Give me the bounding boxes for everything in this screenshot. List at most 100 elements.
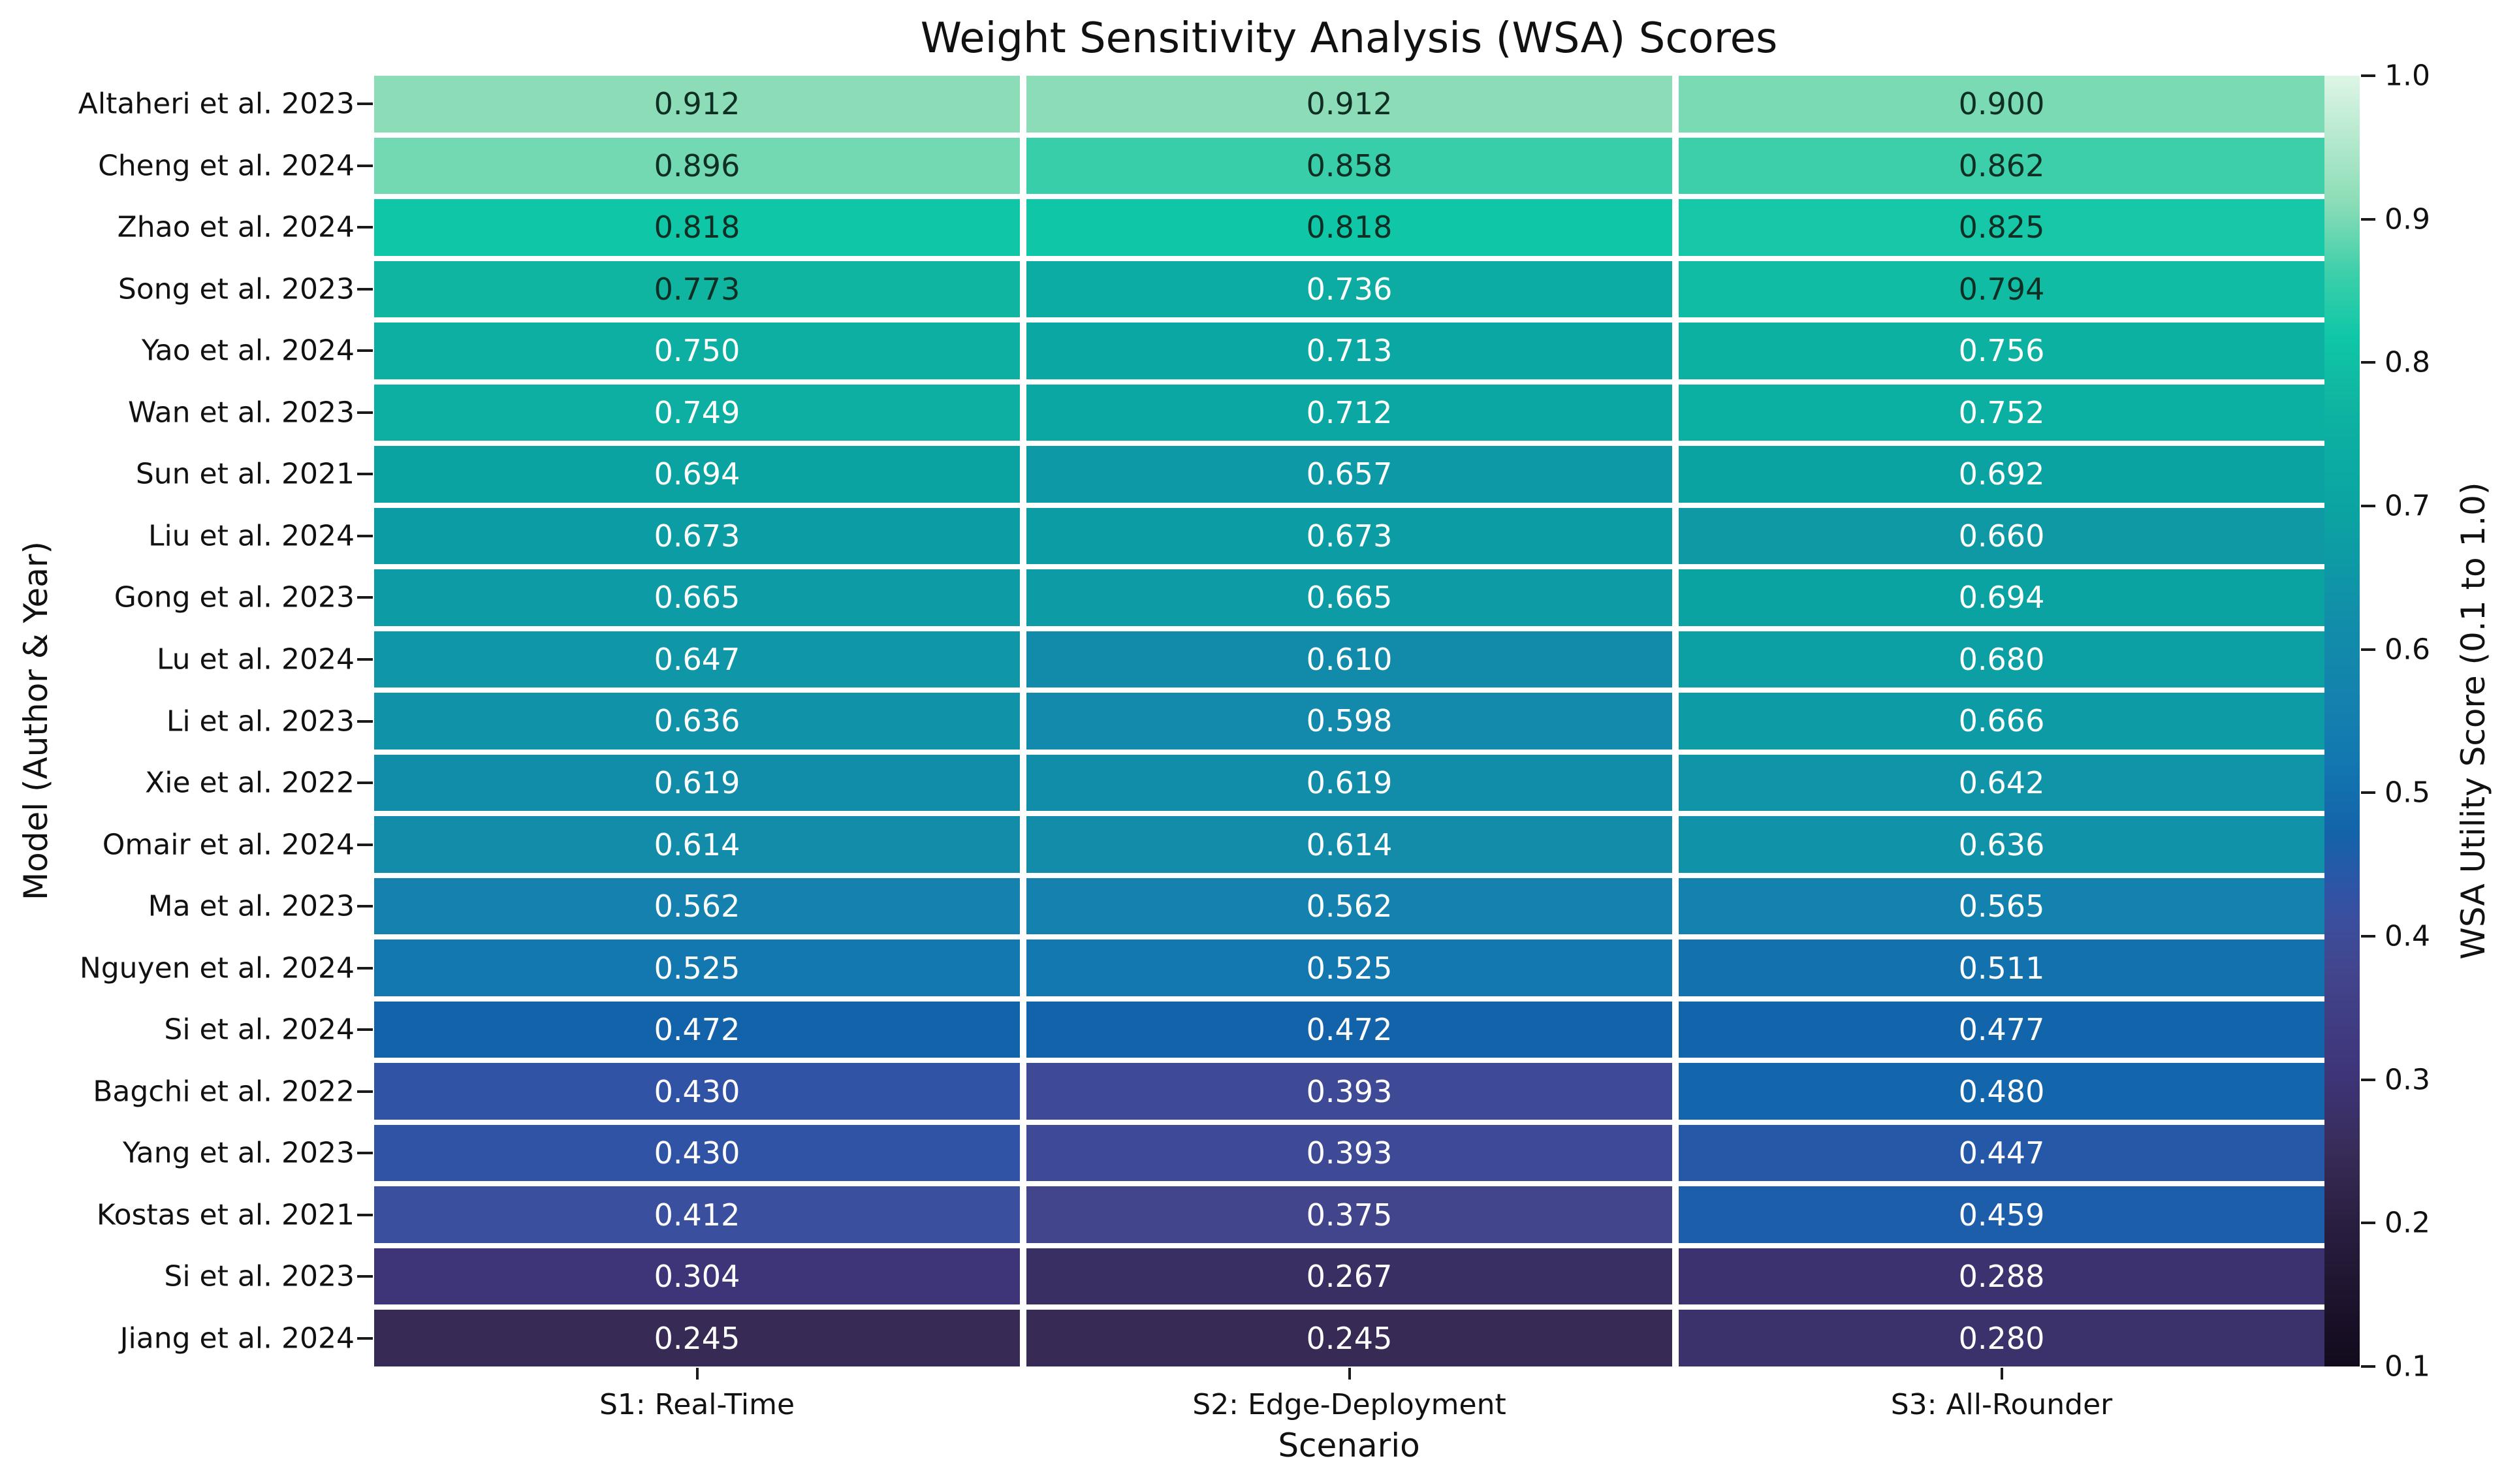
y-tick-mark xyxy=(357,1275,373,1278)
heatmap-cell-value: 0.712 xyxy=(1306,394,1393,430)
y-tick-mark xyxy=(357,534,373,537)
heatmap-cell: 0.525 xyxy=(1026,939,1672,996)
x-tick-label: S1: Real-Time xyxy=(599,1388,795,1421)
heatmap-cell: 0.280 xyxy=(1679,1310,2324,1366)
heatmap-cell-value: 0.858 xyxy=(1306,148,1393,183)
x-tick-mark xyxy=(2000,1368,2003,1380)
heatmap-cell: 0.912 xyxy=(1026,76,1672,133)
colorbar-tick-label: 0.3 xyxy=(2385,1063,2430,1097)
y-tick-label: Jiang et al. 2024 xyxy=(119,1321,355,1355)
heatmap-cell: 0.647 xyxy=(374,631,1020,688)
heatmap-cell-value: 0.680 xyxy=(1958,641,2045,677)
heatmap-cell-value: 0.825 xyxy=(1958,210,2045,245)
heatmap-cell: 0.614 xyxy=(374,816,1020,873)
heatmap-cell-value: 0.756 xyxy=(1958,333,2045,369)
heatmap-cell: 0.636 xyxy=(374,693,1020,750)
heatmap-cell: 0.375 xyxy=(1026,1186,1672,1243)
heatmap-cell-value: 0.472 xyxy=(654,1012,740,1048)
y-tick-label: Altaheri et al. 2023 xyxy=(78,87,355,121)
heatmap-cell: 0.562 xyxy=(1026,877,1672,935)
y-tick-mark xyxy=(357,411,373,414)
colorbar-tick-label: 0.2 xyxy=(2385,1206,2430,1240)
heatmap-cell: 0.665 xyxy=(1026,569,1672,626)
heatmap-cell-value: 0.525 xyxy=(1306,950,1393,986)
heatmap-cell: 0.393 xyxy=(1026,1063,1672,1120)
heatmap-cell-value: 0.673 xyxy=(654,518,740,554)
heatmap-cell-value: 0.794 xyxy=(1958,271,2045,307)
colorbar-tick-label: 1.0 xyxy=(2385,59,2430,93)
colorbar-tick-mark xyxy=(2361,1078,2375,1081)
heatmap-cell-value: 0.665 xyxy=(1306,580,1393,616)
heatmap-cell-value: 0.818 xyxy=(654,210,740,245)
heatmap-cell: 0.756 xyxy=(1679,323,2324,379)
heatmap-cell: 0.412 xyxy=(374,1186,1020,1243)
heatmap-cell: 0.642 xyxy=(1679,754,2324,812)
colorbar-tick-label: 0.9 xyxy=(2385,202,2430,236)
heatmap-cell-value: 0.818 xyxy=(1306,210,1393,245)
heatmap-cell: 0.525 xyxy=(374,939,1020,996)
heatmap-cell: 0.459 xyxy=(1679,1186,2324,1243)
heatmap-cell: 0.430 xyxy=(374,1063,1020,1120)
heatmap-cell-value: 0.447 xyxy=(1958,1135,2045,1171)
heatmap-cell-value: 0.245 xyxy=(654,1320,740,1356)
colorbar-tick-mark xyxy=(2361,935,2375,938)
colorbar-tick-mark xyxy=(2361,74,2375,77)
y-tick-mark xyxy=(357,843,373,846)
heatmap-cell-value: 0.647 xyxy=(654,641,740,677)
colorbar-tick-mark xyxy=(2361,1222,2375,1225)
y-tick-mark xyxy=(357,1336,373,1340)
heatmap-cell-value: 0.412 xyxy=(654,1197,740,1233)
heatmap-cell-value: 0.713 xyxy=(1306,333,1393,369)
heatmap-cell-value: 0.267 xyxy=(1306,1259,1393,1295)
colorbar-tick-label: 0.7 xyxy=(2385,489,2430,523)
y-tick-label: Si et al. 2023 xyxy=(164,1259,355,1293)
x-tick-mark xyxy=(1348,1368,1351,1380)
heatmap-cell: 0.511 xyxy=(1679,939,2324,996)
y-tick-mark xyxy=(357,349,373,353)
y-tick-label: Lu et al. 2024 xyxy=(156,642,355,676)
y-tick-label: Yang et al. 2023 xyxy=(122,1136,355,1170)
heatmap-cell: 0.862 xyxy=(1679,137,2324,195)
heatmap-cell: 0.666 xyxy=(1679,693,2324,750)
heatmap-cell: 0.304 xyxy=(374,1248,1020,1305)
heatmap-cell-value: 0.614 xyxy=(654,827,740,862)
heatmap-cell-value: 0.773 xyxy=(654,271,740,307)
y-tick-label: Kostas et al. 2021 xyxy=(96,1198,355,1232)
heatmap-cell-value: 0.288 xyxy=(1958,1259,2045,1295)
heatmap-cell: 0.858 xyxy=(1026,137,1672,195)
y-tick-label: Gong et al. 2023 xyxy=(114,580,355,614)
heatmap-cell-value: 0.694 xyxy=(654,456,740,492)
heatmap-cell-value: 0.525 xyxy=(654,950,740,986)
y-tick-label: Sun et al. 2021 xyxy=(135,457,355,491)
heatmap-cell-value: 0.752 xyxy=(1958,394,2045,430)
y-tick-label: Si et al. 2024 xyxy=(164,1013,355,1047)
heatmap-cell: 0.477 xyxy=(1679,1001,2324,1058)
heatmap-cell-value: 0.459 xyxy=(1958,1197,2045,1233)
y-tick-label: Liu et al. 2024 xyxy=(148,519,355,553)
colorbar-tick-label: 0.6 xyxy=(2385,633,2430,667)
y-tick-label: Li et al. 2023 xyxy=(166,704,355,738)
heatmap-cell: 0.912 xyxy=(374,76,1020,133)
x-tick-mark xyxy=(695,1368,699,1380)
heatmap-cell: 0.636 xyxy=(1679,816,2324,873)
heatmap-cell-value: 0.245 xyxy=(1306,1320,1393,1356)
y-tick-label: Zhao et al. 2024 xyxy=(117,210,355,244)
y-tick-label: Cheng et al. 2024 xyxy=(98,149,355,183)
heatmap-cell-value: 0.565 xyxy=(1958,889,2045,924)
x-tick-label: S3: All-Rounder xyxy=(1890,1388,2113,1421)
heatmap-cell: 0.900 xyxy=(1679,76,2324,133)
heatmap-cell-value: 0.673 xyxy=(1306,518,1393,554)
y-tick-mark xyxy=(357,905,373,908)
heatmap-cell-value: 0.393 xyxy=(1306,1135,1393,1171)
y-tick-label: Nguyen et al. 2024 xyxy=(79,951,355,985)
heatmap-cell-value: 0.912 xyxy=(654,86,740,122)
colorbar-tick-mark xyxy=(2361,1365,2375,1368)
y-tick-mark xyxy=(357,657,373,661)
y-tick-mark xyxy=(357,719,373,723)
heatmap-cell: 0.713 xyxy=(1026,323,1672,379)
y-tick-label: Xie et al. 2022 xyxy=(145,766,355,800)
heatmap-cell-value: 0.912 xyxy=(1306,86,1393,122)
heatmap-cell: 0.480 xyxy=(1679,1063,2324,1120)
heatmap-cell-value: 0.657 xyxy=(1306,456,1393,492)
heatmap-cell: 0.773 xyxy=(374,260,1020,318)
